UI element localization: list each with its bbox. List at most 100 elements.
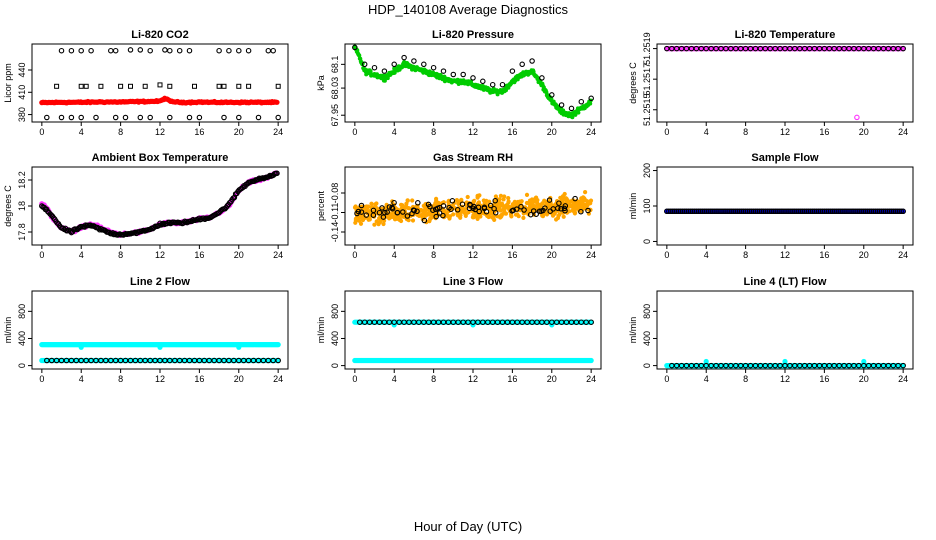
x-tick-label: 4: [704, 127, 709, 137]
panel-5: Gas Stream RH 0 4 8 12 16 20 24 -0.14-0.11-0.08 p…: [316, 152, 602, 260]
data-point: [147, 114, 153, 121]
data-point: [226, 47, 232, 54]
data-point: [588, 319, 594, 325]
data-point: [703, 362, 709, 369]
data-point: [430, 207, 436, 213]
data-point: [371, 64, 378, 71]
data-point: [514, 201, 519, 206]
plot-marks: [352, 190, 594, 227]
data-point: [471, 215, 476, 220]
data-point: [510, 207, 517, 214]
data-point: [380, 214, 387, 220]
data-point: [142, 357, 148, 364]
x-tick-label: 24: [273, 374, 283, 384]
data-point: [527, 211, 534, 218]
data-point: [554, 217, 559, 222]
x-tick-label: 16: [507, 250, 517, 260]
data-point: [527, 198, 533, 203]
data-point: [510, 202, 515, 207]
data-point: [414, 208, 420, 215]
data-point: [500, 203, 506, 208]
panel-title: Ambient Box Temperature: [92, 152, 229, 164]
data-point: [410, 198, 415, 203]
data-point: [372, 222, 377, 227]
x-tick-label: 12: [780, 250, 790, 260]
data-point: [792, 362, 798, 369]
data-point: [491, 214, 496, 219]
y-tick-label: -0.08: [330, 183, 340, 204]
data-point: [421, 61, 427, 68]
y-axis-label: ml/min: [628, 317, 638, 344]
y-tick-label: 0: [330, 363, 340, 368]
data-point: [419, 208, 424, 213]
x-tick-label: 8: [743, 127, 748, 137]
data-point: [157, 344, 163, 350]
y-axis-label: ml/min: [628, 193, 638, 220]
data-point: [434, 196, 439, 201]
data-point: [524, 192, 530, 197]
data-point: [78, 114, 84, 121]
data-point: [580, 201, 586, 206]
data-point: [162, 47, 168, 53]
data-point: [506, 199, 511, 204]
data-point: [588, 357, 594, 364]
y-tick-label: 200: [642, 163, 652, 178]
data-point: [435, 319, 442, 325]
data-point: [455, 213, 460, 218]
data-point: [664, 45, 670, 52]
x-tick-label: 4: [79, 127, 84, 137]
panel-7: Line 2 Flow 0 4 8 12 16 20 24 0 400 800 ml/min: [3, 276, 289, 384]
data-point: [854, 114, 860, 121]
data-point: [484, 198, 489, 203]
data-point: [369, 201, 374, 206]
y-tick-label: 51.2517: [642, 63, 652, 96]
data-point: [562, 191, 567, 197]
data-point: [489, 211, 494, 216]
plot-frame: [656, 290, 914, 370]
data-point: [462, 210, 467, 215]
data-point: [480, 319, 486, 325]
data-point: [353, 218, 359, 223]
data-point: [381, 221, 386, 227]
data-point: [216, 47, 222, 54]
y-tick-label: 0: [17, 363, 27, 368]
x-tick-label: 4: [392, 374, 397, 384]
data-point: [498, 215, 503, 220]
y-tick-label: 18: [17, 201, 27, 211]
data-point: [703, 45, 709, 52]
x-tick-label: 16: [194, 127, 204, 137]
data-point: [518, 203, 524, 210]
data-point: [683, 45, 690, 52]
data-point: [451, 212, 456, 217]
data-point: [504, 88, 508, 93]
data-point: [78, 47, 84, 54]
data-point: [509, 213, 514, 218]
x-tick-label: 12: [155, 127, 165, 137]
x-tick-label: 12: [780, 374, 790, 384]
x-tick-label: 8: [431, 250, 436, 260]
x-tick-label: 0: [352, 127, 357, 137]
data-point: [137, 114, 144, 121]
x-tick-label: 0: [39, 250, 44, 260]
data-point: [521, 215, 526, 220]
data-point: [465, 194, 470, 200]
x-tick-label: 24: [898, 127, 908, 137]
data-point: [767, 45, 773, 52]
data-point: [568, 105, 575, 112]
y-tick-label: 67.95: [330, 104, 340, 127]
x-tick-label: 12: [468, 127, 478, 137]
data-point: [558, 102, 565, 108]
data-point: [572, 210, 578, 215]
data-point: [265, 47, 272, 54]
data-point: [421, 217, 428, 224]
data-point: [583, 190, 588, 195]
x-tick-label: 0: [352, 374, 357, 384]
data-point: [411, 207, 417, 214]
data-point: [856, 45, 862, 52]
data-point: [900, 362, 906, 369]
data-point: [492, 209, 499, 216]
data-point: [703, 358, 709, 365]
x-tick-label: 0: [664, 374, 669, 384]
x-tick-label: 0: [39, 127, 44, 137]
